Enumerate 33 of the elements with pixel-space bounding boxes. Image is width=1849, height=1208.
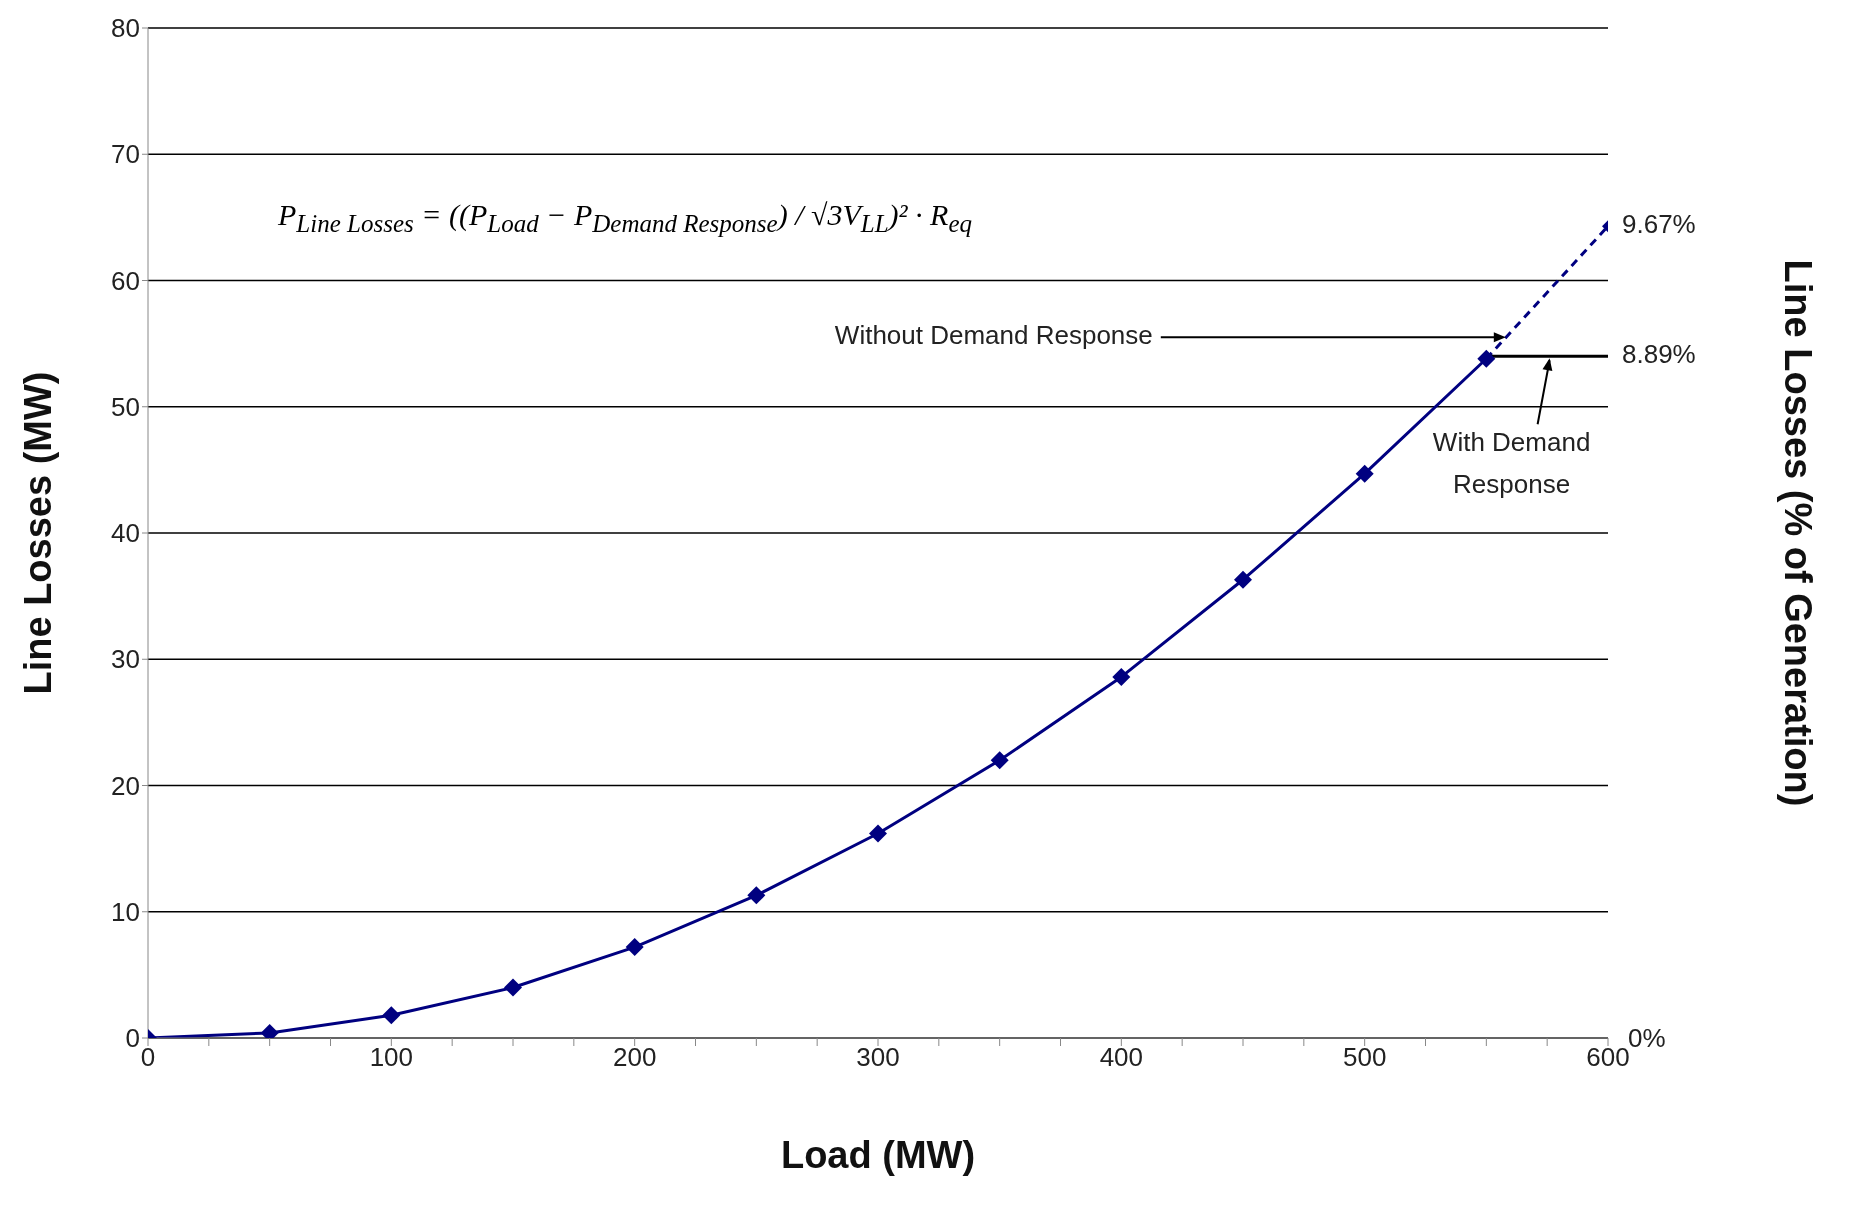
annotation: With Demand Response bbox=[1432, 427, 1591, 500]
y-tick-label: 70 bbox=[111, 139, 140, 170]
text: P$_{Line Losses}$ = ((P$_{Load}$ − P$_{Demand Response}$) / √3V$_{LL}$)² · R$_{eq}$ bbox=[278, 198, 973, 237]
y-axis-title: Line Losses (MW) bbox=[17, 371, 60, 695]
y-tick-label: 10 bbox=[111, 896, 140, 927]
text: 0% bbox=[1628, 1023, 1666, 1053]
x-tick-label: 400 bbox=[1099, 1042, 1144, 1073]
y-tick-label: 60 bbox=[111, 265, 140, 296]
annotation: 9.67% bbox=[1622, 209, 1696, 240]
point bbox=[869, 824, 887, 843]
annotation: 8.89% bbox=[1622, 339, 1696, 370]
x-tick-label: 600 bbox=[1586, 1042, 1630, 1073]
y-tick-label: 20 bbox=[111, 770, 140, 801]
point bbox=[504, 978, 522, 997]
point bbox=[747, 886, 766, 905]
point bbox=[625, 938, 644, 957]
x-tick-label: 300 bbox=[856, 1042, 900, 1073]
y-tick-label: 40 bbox=[111, 518, 140, 549]
y2-axis-title: Line Losses (% of Generation) bbox=[1776, 259, 1819, 807]
annotation: Without Demand Response bbox=[834, 320, 1153, 351]
point bbox=[990, 751, 1009, 770]
y-tick-label: 0 bbox=[125, 1023, 140, 1054]
x-tick-label: 200 bbox=[612, 1042, 657, 1073]
point bbox=[1234, 570, 1252, 589]
point bbox=[1355, 464, 1374, 483]
point bbox=[1112, 667, 1131, 686]
x-tick-label: 500 bbox=[1342, 1042, 1387, 1073]
point bbox=[382, 1006, 401, 1025]
x-axis-title: Load (MW) bbox=[780, 1134, 976, 1176]
y-tick-label: 80 bbox=[111, 13, 140, 44]
y-tick-label: 30 bbox=[111, 644, 140, 675]
y-tick-label: 50 bbox=[111, 391, 140, 422]
x-tick-label: 100 bbox=[369, 1042, 414, 1073]
